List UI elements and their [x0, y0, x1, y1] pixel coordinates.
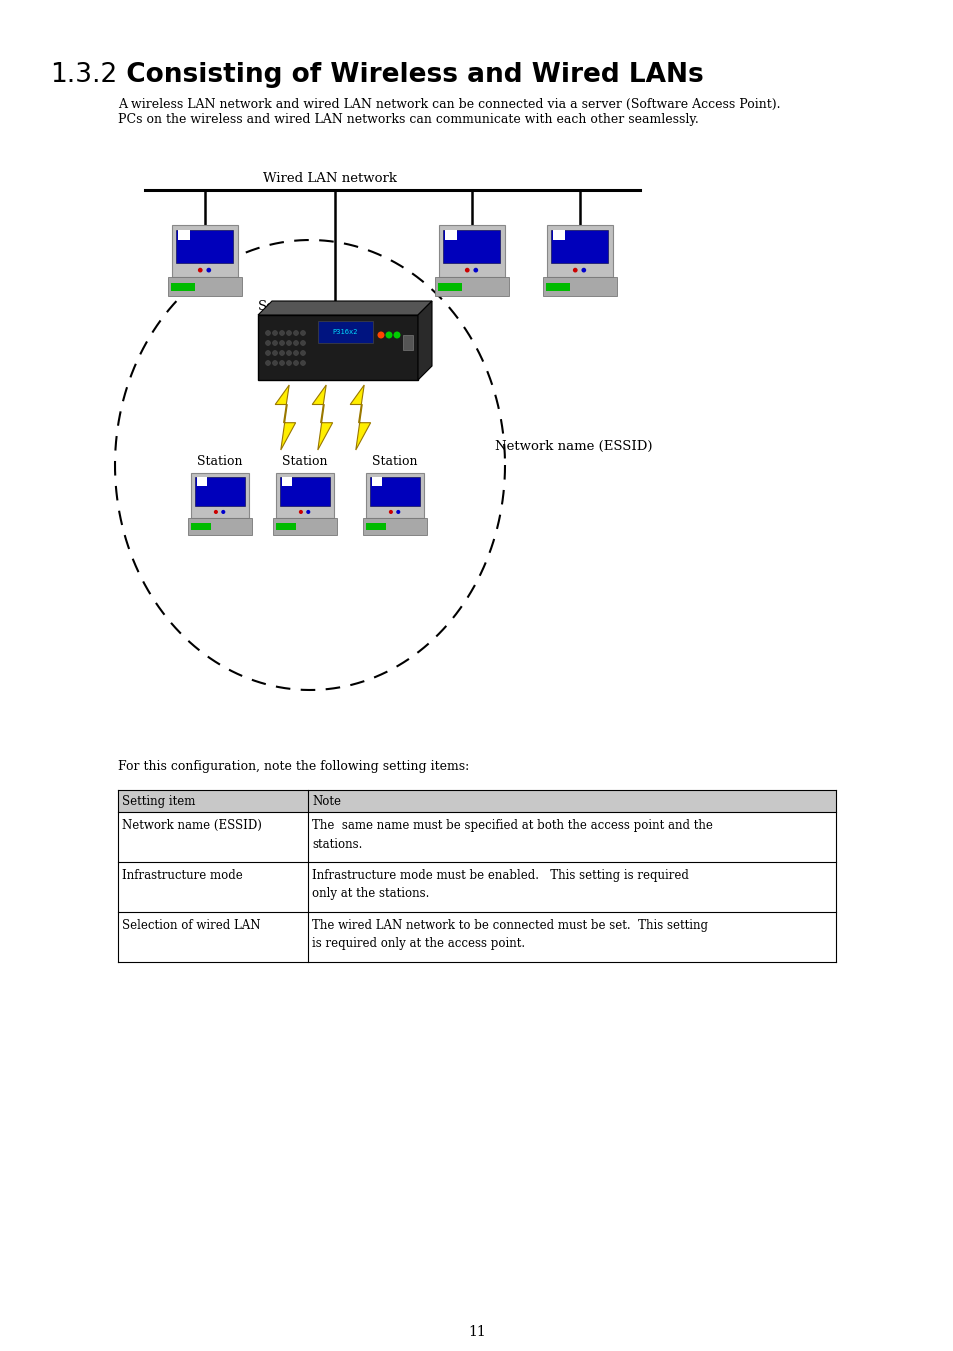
FancyBboxPatch shape — [274, 517, 336, 535]
Circle shape — [221, 509, 225, 513]
FancyBboxPatch shape — [178, 230, 190, 239]
Circle shape — [273, 340, 277, 346]
Text: PCs on the wireless and wired LAN networks can communicate with each other seaml: PCs on the wireless and wired LAN networ… — [118, 113, 698, 126]
FancyBboxPatch shape — [257, 315, 417, 380]
Text: 11: 11 — [468, 1325, 485, 1339]
FancyBboxPatch shape — [172, 282, 194, 290]
FancyBboxPatch shape — [363, 517, 426, 535]
Text: Consisting of Wireless and Wired LANs: Consisting of Wireless and Wired LANs — [108, 62, 703, 88]
Text: Infrastructure mode: Infrastructure mode — [122, 869, 242, 882]
FancyBboxPatch shape — [197, 477, 207, 486]
Circle shape — [286, 331, 292, 335]
Circle shape — [265, 331, 271, 335]
Circle shape — [393, 331, 400, 339]
Text: Server: Server — [257, 300, 302, 313]
FancyBboxPatch shape — [169, 277, 241, 296]
Circle shape — [377, 331, 384, 339]
FancyBboxPatch shape — [435, 277, 508, 296]
Circle shape — [213, 509, 217, 513]
FancyBboxPatch shape — [551, 230, 608, 263]
Circle shape — [572, 267, 577, 273]
FancyBboxPatch shape — [443, 230, 500, 263]
Circle shape — [197, 267, 202, 273]
Circle shape — [286, 350, 292, 355]
Text: The wired LAN network to be connected must be set.  This setting
is required onl: The wired LAN network to be connected mu… — [312, 919, 707, 951]
Circle shape — [294, 350, 298, 355]
FancyBboxPatch shape — [172, 226, 238, 277]
Circle shape — [265, 340, 271, 346]
Circle shape — [464, 267, 469, 273]
Circle shape — [286, 361, 292, 366]
Polygon shape — [312, 385, 333, 450]
FancyBboxPatch shape — [282, 477, 292, 486]
FancyBboxPatch shape — [370, 477, 419, 505]
FancyBboxPatch shape — [192, 473, 249, 517]
FancyBboxPatch shape — [280, 477, 329, 505]
Text: Station: Station — [282, 455, 328, 467]
FancyBboxPatch shape — [437, 282, 461, 290]
Text: Network name (ESSID): Network name (ESSID) — [495, 440, 652, 453]
Text: For this configuration, note the following setting items:: For this configuration, note the followi… — [118, 761, 469, 773]
Text: The  same name must be specified at both the access point and the
stations.: The same name must be specified at both … — [312, 819, 712, 851]
Circle shape — [286, 340, 292, 346]
FancyBboxPatch shape — [276, 473, 334, 517]
Circle shape — [279, 350, 284, 355]
Text: Station: Station — [197, 455, 242, 467]
Circle shape — [273, 331, 277, 335]
FancyBboxPatch shape — [366, 473, 423, 517]
FancyBboxPatch shape — [275, 523, 295, 530]
Circle shape — [473, 267, 477, 273]
Circle shape — [395, 509, 400, 513]
Circle shape — [389, 509, 393, 513]
FancyBboxPatch shape — [189, 517, 252, 535]
FancyBboxPatch shape — [553, 230, 564, 239]
Text: Network name (ESSID): Network name (ESSID) — [122, 819, 262, 832]
FancyBboxPatch shape — [372, 477, 381, 486]
FancyBboxPatch shape — [176, 230, 233, 263]
Circle shape — [580, 267, 585, 273]
FancyBboxPatch shape — [366, 523, 386, 530]
Circle shape — [273, 350, 277, 355]
Polygon shape — [274, 385, 295, 450]
Text: Note: Note — [312, 794, 340, 808]
Text: P316x2: P316x2 — [332, 330, 357, 335]
Text: Selection of wired LAN: Selection of wired LAN — [122, 919, 260, 932]
Circle shape — [273, 361, 277, 366]
Text: A wireless LAN network and wired LAN network can be connected via a server (Soft: A wireless LAN network and wired LAN net… — [118, 99, 780, 111]
FancyBboxPatch shape — [191, 523, 211, 530]
FancyBboxPatch shape — [195, 477, 244, 505]
Circle shape — [300, 350, 305, 355]
Circle shape — [279, 331, 284, 335]
Circle shape — [300, 331, 305, 335]
Text: Wired LAN network: Wired LAN network — [263, 172, 396, 185]
Text: 1.3.2: 1.3.2 — [50, 62, 117, 88]
Circle shape — [298, 509, 303, 513]
Text: Station: Station — [372, 455, 417, 467]
FancyBboxPatch shape — [118, 790, 835, 812]
Circle shape — [279, 361, 284, 366]
FancyBboxPatch shape — [543, 277, 616, 296]
Circle shape — [300, 361, 305, 366]
Polygon shape — [350, 385, 371, 450]
Circle shape — [279, 340, 284, 346]
Circle shape — [294, 361, 298, 366]
FancyBboxPatch shape — [438, 226, 505, 277]
FancyBboxPatch shape — [402, 335, 413, 350]
Circle shape — [294, 340, 298, 346]
Polygon shape — [417, 301, 432, 380]
Polygon shape — [257, 301, 432, 315]
Circle shape — [265, 350, 271, 355]
FancyBboxPatch shape — [546, 282, 569, 290]
FancyBboxPatch shape — [445, 230, 456, 239]
Circle shape — [300, 340, 305, 346]
FancyBboxPatch shape — [546, 226, 613, 277]
Text: Setting item: Setting item — [122, 794, 195, 808]
Circle shape — [294, 331, 298, 335]
Circle shape — [265, 361, 271, 366]
Circle shape — [206, 267, 211, 273]
Circle shape — [306, 509, 310, 513]
FancyBboxPatch shape — [317, 322, 373, 343]
Circle shape — [385, 331, 392, 339]
Text: Infrastructure mode must be enabled.   This setting is required
only at the stat: Infrastructure mode must be enabled. Thi… — [312, 869, 688, 901]
